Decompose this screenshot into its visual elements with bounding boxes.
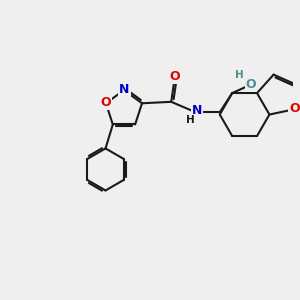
- Text: O: O: [289, 102, 300, 115]
- Text: N: N: [119, 83, 130, 96]
- Text: O: O: [100, 96, 111, 109]
- Text: O: O: [169, 70, 180, 83]
- Text: N: N: [191, 104, 202, 117]
- Text: O: O: [246, 78, 256, 91]
- Text: H: H: [235, 70, 244, 80]
- Text: H: H: [185, 115, 194, 125]
